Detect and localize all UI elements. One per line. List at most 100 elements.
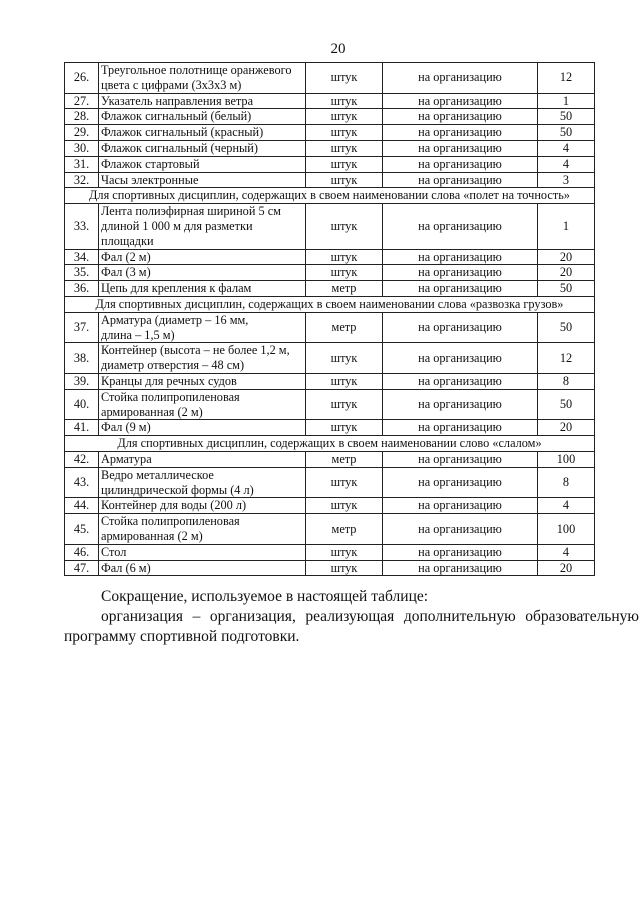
table-row: 27. Указатель направления ветра штук на орг…: [64, 92, 595, 110]
item-unit: штук: [305, 497, 383, 515]
item-basis: на организацию: [382, 280, 538, 297]
item-basis: на организацию: [382, 450, 538, 468]
item-number: 39.: [64, 372, 99, 390]
item-name: Лента полиэфирная шириной 5 см длиной 1 …: [98, 203, 306, 250]
item-basis: на организацию: [382, 342, 538, 374]
item-name: Фал (6 м): [98, 559, 306, 577]
item-quantity: 100: [537, 450, 595, 468]
item-name: Фал (3 м): [98, 264, 306, 282]
item-basis: на организацию: [382, 92, 538, 110]
section-header-row: Для спортивных дисциплин, содержащих в с…: [64, 295, 595, 313]
item-number: 26.: [64, 62, 99, 94]
item-basis: на организацию: [382, 388, 538, 421]
item-unit: штук: [305, 139, 383, 157]
item-unit: штук: [305, 124, 383, 141]
item-basis: на организацию: [382, 108, 538, 126]
item-number: 45.: [64, 513, 99, 545]
abbreviation-heading: Сокращение, используемое в настоящей таб…: [101, 588, 429, 605]
item-number: 33.: [64, 203, 99, 250]
table-row: 35. Фал (3 м) штук на организацию 20: [64, 264, 595, 282]
abbreviation-definition: организация – организация, реализующая д…: [64, 608, 639, 645]
table-row: 32. Часы электронные штук на организацию 3: [64, 171, 595, 189]
item-name: Арматура (диаметр – 16 мм, длина – 1,5 м…: [98, 311, 306, 344]
item-unit: штук: [305, 388, 383, 421]
item-basis: на организацию: [382, 559, 538, 577]
item-quantity: 20: [537, 248, 595, 266]
item-unit: штук: [305, 264, 383, 282]
table-row: 44. Контейнер для воды (200 л) штук на орга…: [64, 497, 595, 515]
item-name: Стойка полипропиленовая армированная (2 …: [98, 388, 306, 421]
item-name: Флажок сигнальный (красный): [98, 124, 306, 141]
item-unit: штук: [305, 171, 383, 189]
table-row: 43. Ведро металлическое цилиндрической фо…: [64, 466, 595, 499]
item-name: Флажок сигнальный (черный): [98, 139, 306, 157]
table-row: 45. Стойка полипропиленовая армированная …: [64, 513, 595, 545]
table-row: 42. Арматура метр на организацию 100: [64, 450, 595, 468]
item-quantity: 1: [537, 92, 595, 110]
item-unit: штук: [305, 372, 383, 390]
section-title: Для спортивных дисциплин, содержащих в с…: [64, 295, 595, 313]
item-basis: на организацию: [382, 155, 538, 173]
item-number: 27.: [64, 92, 99, 110]
item-number: 43.: [64, 466, 99, 499]
table-row: 38. Контейнер (высота – не более 1,2 м, д…: [64, 342, 595, 374]
item-quantity: 20: [537, 264, 595, 282]
section-title: Для спортивных дисциплин, содержащих в с…: [64, 435, 595, 452]
item-basis: на организацию: [382, 311, 538, 344]
item-unit: штук: [305, 248, 383, 266]
item-quantity: 50: [537, 108, 595, 126]
page-number: 20: [330, 41, 346, 57]
item-unit: штук: [305, 342, 383, 374]
item-quantity: 1: [537, 203, 595, 250]
table-row: 47. Фал (6 м) штук на организацию 20: [64, 559, 595, 577]
item-unit: метр: [305, 311, 383, 344]
item-unit: штук: [305, 155, 383, 173]
item-unit: штук: [305, 543, 383, 561]
table-row: 36. Цепь для крепления к фалам метр на орга…: [64, 280, 595, 297]
table-row: 30. Флажок сигнальный (черный) штук на орга…: [64, 139, 595, 157]
item-basis: на организацию: [382, 543, 538, 561]
item-basis: на организацию: [382, 419, 538, 437]
item-basis: на организацию: [382, 497, 538, 515]
item-name: Арматура: [98, 450, 306, 468]
item-quantity: 20: [537, 559, 595, 577]
item-name: Ведро металлическое цилиндрической формы…: [98, 466, 306, 499]
equipment-table: 26. Треугольное полотнище оранжевого цвет…: [64, 62, 595, 577]
item-number: 37.: [64, 311, 99, 344]
item-quantity: 50: [537, 280, 595, 297]
item-name: Флажок стартовый: [98, 155, 306, 173]
item-unit: штук: [305, 466, 383, 499]
section-header-row: Для спортивных дисциплин, содержащих в с…: [64, 187, 595, 205]
item-quantity: 12: [537, 342, 595, 374]
section-title: Для спортивных дисциплин, содержащих в с…: [64, 187, 595, 205]
item-unit: штук: [305, 559, 383, 577]
table-row: 26. Треугольное полотнище оранжевого цвет…: [64, 62, 595, 94]
item-name: Фал (9 м): [98, 419, 306, 437]
item-quantity: 20: [537, 419, 595, 437]
item-name: Флажок сигнальный (белый): [98, 108, 306, 126]
item-quantity: 50: [537, 124, 595, 141]
item-number: 41.: [64, 419, 99, 437]
item-basis: на организацию: [382, 248, 538, 266]
item-number: 29.: [64, 124, 99, 141]
item-unit: штук: [305, 108, 383, 126]
item-name: Контейнер для воды (200 л): [98, 497, 306, 515]
item-number: 30.: [64, 139, 99, 157]
item-name: Указатель направления ветра: [98, 92, 306, 110]
item-quantity: 4: [537, 139, 595, 157]
item-unit: метр: [305, 513, 383, 545]
item-name: Цепь для крепления к фалам: [98, 280, 306, 297]
table-row: 41. Фал (9 м) штук на организацию 20: [64, 419, 595, 437]
section-header-row: Для спортивных дисциплин, содержащих в с…: [64, 435, 595, 452]
item-number: 44.: [64, 497, 99, 515]
item-basis: на организацию: [382, 62, 538, 94]
item-name: Кранцы для речных судов: [98, 372, 306, 390]
item-number: 32.: [64, 171, 99, 189]
item-number: 38.: [64, 342, 99, 374]
table-row: 46. Стол штук на организацию 4: [64, 543, 595, 561]
item-unit: штук: [305, 203, 383, 250]
table-row: 40. Стойка полипропиленовая армированная …: [64, 388, 595, 421]
item-name: Стойка полипропиленовая армированная (2 …: [98, 513, 306, 545]
item-number: 36.: [64, 280, 99, 297]
item-quantity: 12: [537, 62, 595, 94]
